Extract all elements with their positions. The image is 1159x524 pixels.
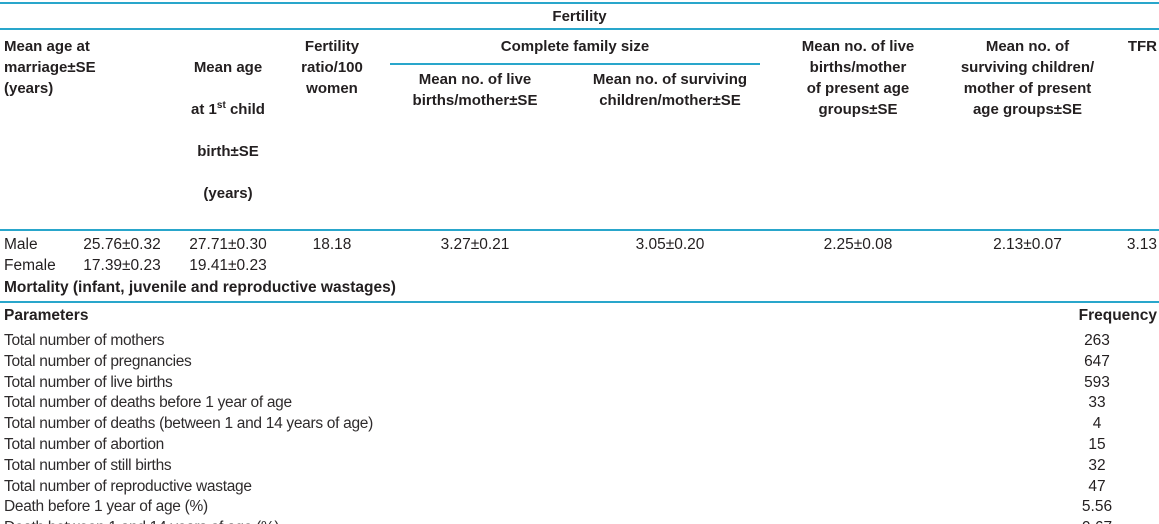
male-first-child-age: 27.71±0.30: [189, 236, 267, 253]
table-row: Total number of deaths before 1 year of …: [4, 394, 1106, 412]
header-fertility-ratio: Fertility ratio/100 women: [301, 38, 363, 97]
header-live-births-present-age: Mean no. of live births/mother of presen…: [801, 38, 915, 118]
female-first-child-age: 19.41±0.23: [189, 257, 267, 274]
table-row: Total number of mothers 263: [4, 332, 1110, 349]
row-label: Male: [4, 236, 38, 253]
male-live-births: 3.27±0.21: [440, 236, 510, 253]
header-mean-surviving-children: Mean no. of surviving children/mother±SE: [592, 71, 748, 109]
table-section-title-mortality: Mortality (infant, juvenile and reproduc…: [4, 279, 396, 296]
header-frequency: Frequency: [1078, 307, 1157, 324]
table-section-title-fertility: Fertility: [552, 8, 607, 25]
fertility-data-rows: Male 25.76±0.32 27.71±0.30 18.18 3.27±0.…: [0, 231, 1159, 277]
header-parameters: Parameters: [4, 307, 89, 324]
mortality-data-rows: Total number of mothers 263 Total number …: [0, 329, 1159, 524]
table-row: Total number of live births 593: [4, 373, 1110, 391]
title-bottom-rule: [0, 28, 1159, 30]
table-row: Total number of abortion 15: [4, 435, 1106, 453]
header-mean-age-marriage: Mean age at marriage±SE (years): [4, 38, 96, 97]
superscript-st: st: [216, 100, 226, 111]
top-rule: [0, 2, 1159, 4]
male-surviving-present: 2.13±0.07: [993, 236, 1062, 253]
header-mean-age-first-child: Mean age at 1st child birth±SE (years): [191, 59, 265, 202]
table-row: Total number of reproductive wastage 47: [4, 477, 1106, 495]
table-row: Death before 1 year of age (%) 5.56: [4, 498, 1113, 516]
table-row: Total number of still births 32: [4, 456, 1106, 474]
table-row: Total number of deaths (between 1 and 14…: [4, 415, 1102, 433]
table-row-male: Male 25.76±0.32 27.71±0.30 18.18 3.27±0.…: [0, 234, 1159, 255]
female-marriage-age: 17.39±0.23: [83, 257, 161, 274]
group-underline: [390, 63, 760, 65]
male-fertility-ratio: 18.18: [312, 236, 352, 253]
header-surviving-children-present-age: Mean no. of surviving children/ mother o…: [960, 38, 1095, 118]
header-tfr: TFR: [1127, 38, 1157, 55]
group-title: Complete family size: [500, 38, 650, 55]
male-tfr: 3.13: [1126, 236, 1157, 253]
table-row: Death between 1 and 14 years of age (%)0…: [0, 518, 1159, 524]
table-row-female: Female 17.39±0.23 19.41±0.23: [0, 255, 1159, 276]
male-live-births-present: 2.25±0.08: [823, 236, 893, 253]
header-mean-live-births: Mean no. of live births/mother±SE: [412, 71, 538, 109]
table-row: Total number of pregnancies 647: [4, 352, 1110, 370]
mortality-header-row: Parameters Frequency: [0, 303, 1159, 329]
header-bottom-rule: [0, 229, 1159, 231]
header-group-complete-family-size: Complete family size Mean no. of live bi…: [380, 36, 770, 111]
male-surviving-children: 3.05±0.20: [635, 236, 705, 253]
fertility-header-row: Mean age at marriage±SE (years) Mean age…: [0, 30, 1159, 229]
male-marriage-age: 25.76±0.32: [83, 236, 161, 253]
mortality-top-rule: [0, 301, 1159, 303]
row-label: Female: [4, 257, 56, 274]
